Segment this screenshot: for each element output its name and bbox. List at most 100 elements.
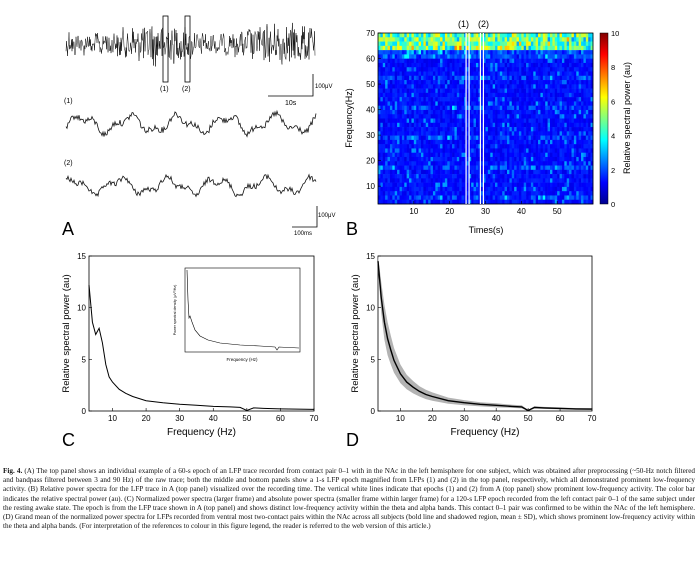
heatmap-cell — [454, 178, 458, 183]
heatmap-cell — [428, 37, 431, 42]
heatmap-cell — [428, 80, 431, 85]
heatmap-cell — [521, 97, 525, 102]
heatmap-cell — [547, 80, 551, 85]
figure-4: (1) (2) 100μV 10s (1) (2) 100μV 100ms A … — [61, 15, 632, 450]
heatmap-cell — [547, 144, 551, 149]
heatmap-cell — [468, 148, 472, 154]
heatmap-cell — [466, 195, 470, 201]
heatmap-cell — [552, 152, 556, 158]
heatmap-cell — [411, 182, 415, 188]
heatmap-cell — [440, 174, 443, 179]
heatmap-cell — [409, 161, 412, 166]
heatmap-cell — [485, 45, 489, 51]
heatmap-cell — [475, 58, 479, 64]
heatmap-cell — [449, 182, 453, 188]
heatmap-cell — [590, 165, 594, 171]
heatmap-cell — [559, 33, 563, 38]
heatmap-cell — [387, 62, 391, 68]
heatmap-cell — [483, 122, 486, 128]
heatmap-cell — [399, 122, 403, 128]
heatmap-cell — [418, 71, 422, 77]
heatmap-cell — [430, 199, 434, 205]
heatmap-cell — [590, 174, 594, 179]
heatmap-cell — [526, 114, 529, 119]
heatmap-cell — [401, 50, 405, 55]
heatmap-cell — [413, 135, 417, 141]
heatmap-cell — [571, 144, 575, 149]
x-tick-label: 40 — [517, 207, 526, 216]
heatmap-cell — [475, 118, 479, 124]
heatmap-cell — [569, 139, 572, 145]
heatmap-cell — [409, 45, 412, 51]
heatmap-cell — [475, 109, 479, 115]
heatmap-cell — [504, 97, 508, 102]
heatmap-cell — [428, 191, 431, 196]
heatmap-cell — [382, 118, 386, 124]
heatmap-cell — [495, 92, 498, 98]
heatmap-cell — [399, 80, 403, 85]
heatmap-cell — [421, 75, 424, 81]
heatmap-cell — [432, 97, 436, 102]
heatmap-cell — [432, 182, 436, 188]
heatmap-cell — [485, 101, 489, 106]
heatmap-cell — [542, 178, 546, 183]
heatmap-cell — [456, 127, 460, 132]
heatmap-cell — [389, 165, 393, 171]
heatmap-cell — [437, 169, 441, 175]
heatmap-cell — [518, 109, 522, 115]
heatmap-cell — [437, 156, 441, 162]
heatmap-cell — [499, 84, 503, 89]
heatmap-cell — [394, 92, 398, 98]
heatmap-cell — [545, 182, 548, 188]
heatmap-cell — [521, 58, 525, 64]
heatmap-cell — [492, 114, 496, 119]
heatmap-cell — [385, 131, 388, 136]
heatmap-cell — [478, 156, 482, 162]
heatmap-cell — [566, 92, 570, 98]
heatmap-cell — [526, 80, 529, 85]
heatmap-cell — [485, 131, 489, 136]
heatmap-cell — [464, 41, 467, 47]
heatmap-cell — [452, 54, 455, 59]
heatmap-cell — [423, 182, 427, 188]
heatmap-cell — [538, 118, 541, 124]
heatmap-cell — [406, 33, 410, 38]
heatmap-cell — [583, 139, 587, 145]
heatmap-cell — [554, 41, 558, 47]
heatmap-cell — [540, 45, 544, 51]
y-tick-label: 20 — [366, 157, 375, 166]
heatmap-cell — [578, 114, 582, 119]
heatmap-cell — [459, 97, 462, 102]
heatmap-cell — [538, 161, 541, 166]
scale-bar-bottom-amplitude: 100μV — [318, 213, 335, 219]
heatmap-cell — [473, 169, 477, 175]
heatmap-cell — [578, 105, 582, 111]
heatmap-cell — [507, 195, 510, 201]
heatmap-cell — [430, 148, 434, 154]
heatmap-cell — [421, 122, 424, 128]
heatmap-cell — [554, 33, 558, 38]
heatmap-cell — [564, 58, 568, 64]
heatmap-cell — [416, 156, 419, 162]
heatmap-cell — [504, 122, 508, 128]
heatmap-cell — [425, 84, 429, 89]
heatmap-cell — [578, 156, 582, 162]
heatmap-cell — [394, 67, 398, 72]
heatmap-cell — [530, 127, 534, 132]
heatmap-cell — [406, 114, 410, 119]
heatmap-cell — [557, 45, 560, 51]
heatmap-cell — [440, 92, 443, 98]
heatmap-cell — [507, 88, 510, 94]
heatmap-cell — [409, 131, 412, 136]
heatmap-cell — [492, 131, 496, 136]
heatmap-cell — [569, 84, 572, 89]
heatmap-cell — [440, 105, 443, 111]
heatmap-cell — [466, 62, 470, 68]
heatmap-cell — [487, 139, 491, 145]
heatmap-cell — [590, 67, 594, 72]
heatmap-cell — [564, 165, 568, 171]
heatmap-cell — [385, 182, 388, 188]
heatmap-cell — [583, 118, 587, 124]
heatmap-cell — [466, 118, 470, 124]
heatmap-cell — [540, 169, 544, 175]
